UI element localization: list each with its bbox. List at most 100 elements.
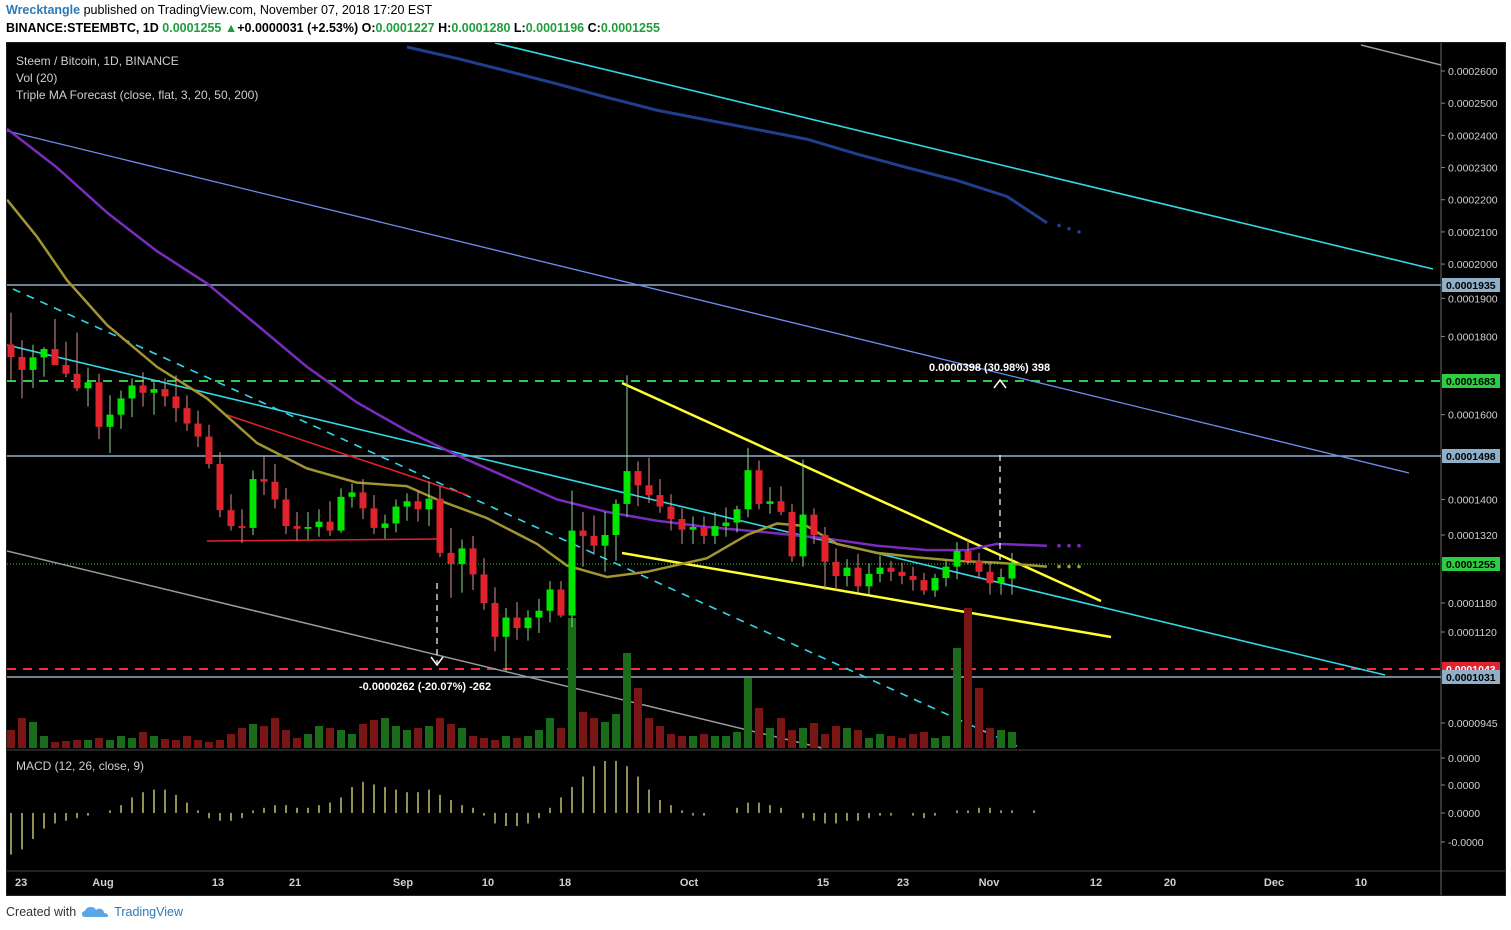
candle-body [975,560,983,572]
volume-bar [425,726,433,748]
candle-body [579,530,587,536]
candle-body [117,398,125,415]
candle-body [634,471,642,486]
volume-bar [546,718,554,748]
candle-body [843,567,851,576]
volume-bar [623,653,631,748]
created-with-text: Created with [6,905,77,919]
legend-volume[interactable]: Vol (20) [16,71,58,85]
candle-body [931,578,939,591]
volume-bar [216,740,224,748]
volume-bar [359,724,367,748]
candle-body [227,510,235,527]
volume-bar [810,723,818,748]
volume-bar [205,742,213,748]
time-tick-label: Dec [1264,877,1284,889]
volume-bar [997,730,1005,748]
candle-body [557,589,565,616]
volume-bar [898,738,906,748]
drawing-lines [7,43,1442,749]
price-tick-label: 0.0001900 [1448,293,1498,305]
volume-bar [700,734,708,748]
volume-bar [414,728,422,748]
candle-body [898,571,906,576]
candle-body [216,463,224,511]
price-label-text: 0.0001498 [1446,451,1496,463]
low-value: 0.0001196 [525,21,585,35]
price-tick-label: 0.0002000 [1448,259,1498,271]
time-tick-label: 10 [482,877,494,889]
volume-bar [95,738,103,748]
volume-bar [656,726,664,748]
volume-bar [172,740,180,748]
candle-body [920,580,928,591]
volume-bar [513,738,521,748]
candle-body [491,603,499,637]
volume-bar [447,724,455,748]
volume-bar [348,734,356,748]
publish-info: Wrecktangle published on TradingView.com… [6,3,432,17]
trendline-grey [7,550,823,749]
candle-body [95,382,103,427]
volume-bar [821,734,829,748]
candle-body [370,508,378,528]
axes: 0.0002600 0.0002500 0.0002400 0.0002300 0.00… [15,66,1500,889]
volume-bar [524,736,532,748]
volume-bar [73,740,81,748]
candle-body [337,496,345,531]
trendline-grey-top [1360,44,1442,66]
legend-ma[interactable]: Triple MA Forecast (close, flat, 3, 20, … [16,88,259,102]
candle-body [766,501,774,504]
chart-grid [7,43,1505,895]
candle-body [678,519,686,530]
candle-body [546,589,554,611]
time-tick-label: Aug [92,877,113,889]
open-value: 0.0001227 [375,21,435,35]
volume-bar [18,718,26,748]
author-name[interactable]: Wrecktangle [6,3,81,17]
price-change: +0.0000031 (+2.53%) [237,21,359,35]
volume-bar [942,736,950,748]
price-label-text: 0.0001683 [1446,376,1496,388]
ma-forecast-dot [1057,543,1061,548]
channel-upper-cyan [494,43,1434,270]
ma20-line [7,198,1048,579]
candle-body [865,573,873,587]
volume-bar [799,728,807,748]
candle-body [139,385,147,393]
chart-svg[interactable]: 0.0000398 (30.98%) 398 -0.0000262 (-20.07… [7,43,1505,895]
measure-down-label: -0.0000262 (-20.07%) -262 [359,681,491,693]
legend-title[interactable]: Steem / Bitcoin, 1D, BINANCE [16,54,179,68]
candle-body [832,561,840,576]
candle-body [942,566,950,579]
volume-bar [271,718,279,748]
macd-tick-label: 0.0000 [1448,808,1480,820]
symbol-name: BINANCE:STEEMBTC, 1D [6,21,159,35]
candle-body [964,551,972,561]
candle-body [524,617,532,629]
candle-body [909,575,917,581]
volume-bar [535,730,543,748]
candles [7,312,1016,671]
candle-body [249,479,257,528]
measure-down-arrow-icon [430,656,444,667]
macd-tick-label: 0.0000 [1448,753,1480,765]
volume-bar [293,738,301,748]
volume-bar [150,736,158,748]
candle-body [568,530,576,616]
chart-canvas[interactable]: 0.0000398 (30.98%) 398 -0.0000262 (-20.07… [6,42,1506,896]
price-tick-label: 0.0001800 [1448,331,1498,343]
candle-body [700,527,708,536]
legend-macd[interactable]: MACD (12, 26, close, 9) [16,759,145,773]
candle-body [271,481,279,500]
volume-bar [502,736,510,748]
volume-bar [975,688,983,748]
candle-body [1008,564,1016,579]
candle-body [51,349,59,365]
close-value: 0.0001255 [600,21,660,35]
volume-bar [711,736,719,748]
candle-body [755,470,763,504]
trendline-blue [7,130,1410,474]
tradingview-link[interactable]: TradingView [114,905,183,919]
candle-body [986,571,994,584]
